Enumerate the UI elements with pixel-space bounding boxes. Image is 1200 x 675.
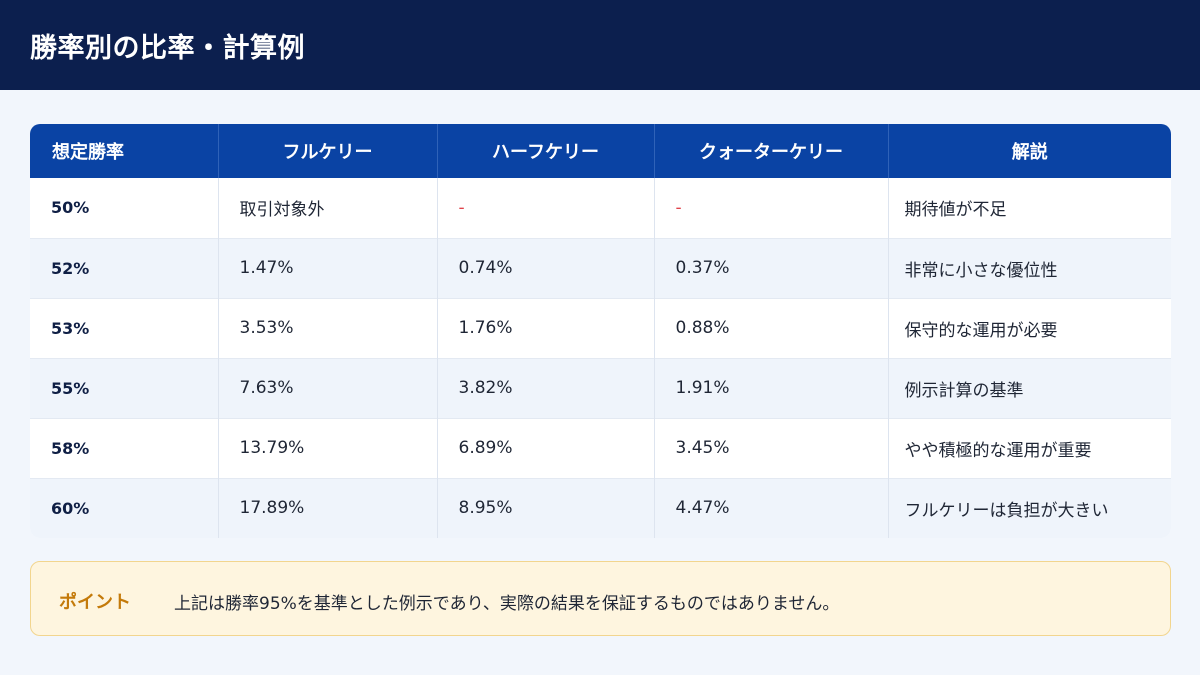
column-header-win-rate: 想定勝率	[30, 124, 219, 178]
column-header-quarter-kelly: クォーターケリー	[654, 124, 889, 178]
cell-half-kelly: 3.82%	[437, 358, 655, 418]
cell-half-kelly: -	[437, 178, 655, 238]
page-title: 勝率別の比率・計算例	[30, 33, 305, 64]
cell-full-kelly: 7.63%	[218, 358, 438, 418]
table-row: 58% 13.79% 6.89% 3.45% やや積極的な運用が重要	[30, 418, 1171, 478]
table-row: 60% 17.89% 8.95% 4.47% フルケリーは負担が大きい	[30, 478, 1171, 538]
cell-full-kelly: 取引対象外	[218, 178, 438, 238]
page-header: 勝率別の比率・計算例	[0, 0, 1200, 90]
cell-quarter-kelly: 1.91%	[654, 358, 889, 418]
cell-half-kelly: 0.74%	[437, 238, 655, 298]
cell-half-kelly: 6.89%	[437, 418, 655, 478]
cell-win-rate: 53%	[30, 298, 219, 358]
kelly-table-container: 想定勝率 フルケリー ハーフケリー クォーターケリー 解説 50% 取引対象外 …	[30, 124, 1171, 538]
column-header-half-kelly: ハーフケリー	[437, 124, 655, 178]
kelly-ratio-table: 想定勝率 フルケリー ハーフケリー クォーターケリー 解説 50% 取引対象外 …	[30, 124, 1171, 538]
cell-half-kelly: 8.95%	[437, 478, 655, 538]
point-text: 上記は勝率95%を基準とした例示であり、実際の結果を保証するものではありません。	[174, 594, 840, 614]
cell-full-kelly: 17.89%	[218, 478, 438, 538]
table-header-row: 想定勝率 フルケリー ハーフケリー クォーターケリー 解説	[30, 124, 1171, 178]
table-row: 53% 3.53% 1.76% 0.88% 保守的な運用が必要	[30, 298, 1171, 358]
cell-full-kelly: 1.47%	[218, 238, 438, 298]
table-row: 55% 7.63% 3.82% 1.91% 例示計算の基準	[30, 358, 1171, 418]
cell-win-rate: 60%	[30, 478, 219, 538]
point-note-box: ポイント 上記は勝率95%を基準とした例示であり、実際の結果を保証するものではあ…	[30, 561, 1171, 636]
cell-win-rate: 50%	[30, 178, 219, 238]
table-row: 50% 取引対象外 - - 期待値が不足	[30, 178, 1171, 238]
cell-quarter-kelly: 0.88%	[654, 298, 889, 358]
cell-commentary: フルケリーは負担が大きい	[888, 478, 1171, 538]
cell-quarter-kelly: 0.37%	[654, 238, 889, 298]
cell-commentary: やや積極的な運用が重要	[888, 418, 1171, 478]
column-header-full-kelly: フルケリー	[218, 124, 438, 178]
cell-commentary: 保守的な運用が必要	[888, 298, 1171, 358]
point-label: ポイント	[59, 592, 131, 613]
cell-half-kelly: 1.76%	[437, 298, 655, 358]
table-row: 52% 1.47% 0.74% 0.37% 非常に小さな優位性	[30, 238, 1171, 298]
cell-quarter-kelly: -	[654, 178, 889, 238]
cell-quarter-kelly: 3.45%	[654, 418, 889, 478]
cell-win-rate: 52%	[30, 238, 219, 298]
cell-win-rate: 55%	[30, 358, 219, 418]
cell-quarter-kelly: 4.47%	[654, 478, 889, 538]
cell-full-kelly: 3.53%	[218, 298, 438, 358]
cell-commentary: 例示計算の基準	[888, 358, 1171, 418]
cell-win-rate: 58%	[30, 418, 219, 478]
column-header-commentary: 解説	[888, 124, 1171, 178]
cell-commentary: 非常に小さな優位性	[888, 238, 1171, 298]
cell-full-kelly: 13.79%	[218, 418, 438, 478]
cell-commentary: 期待値が不足	[888, 178, 1171, 238]
